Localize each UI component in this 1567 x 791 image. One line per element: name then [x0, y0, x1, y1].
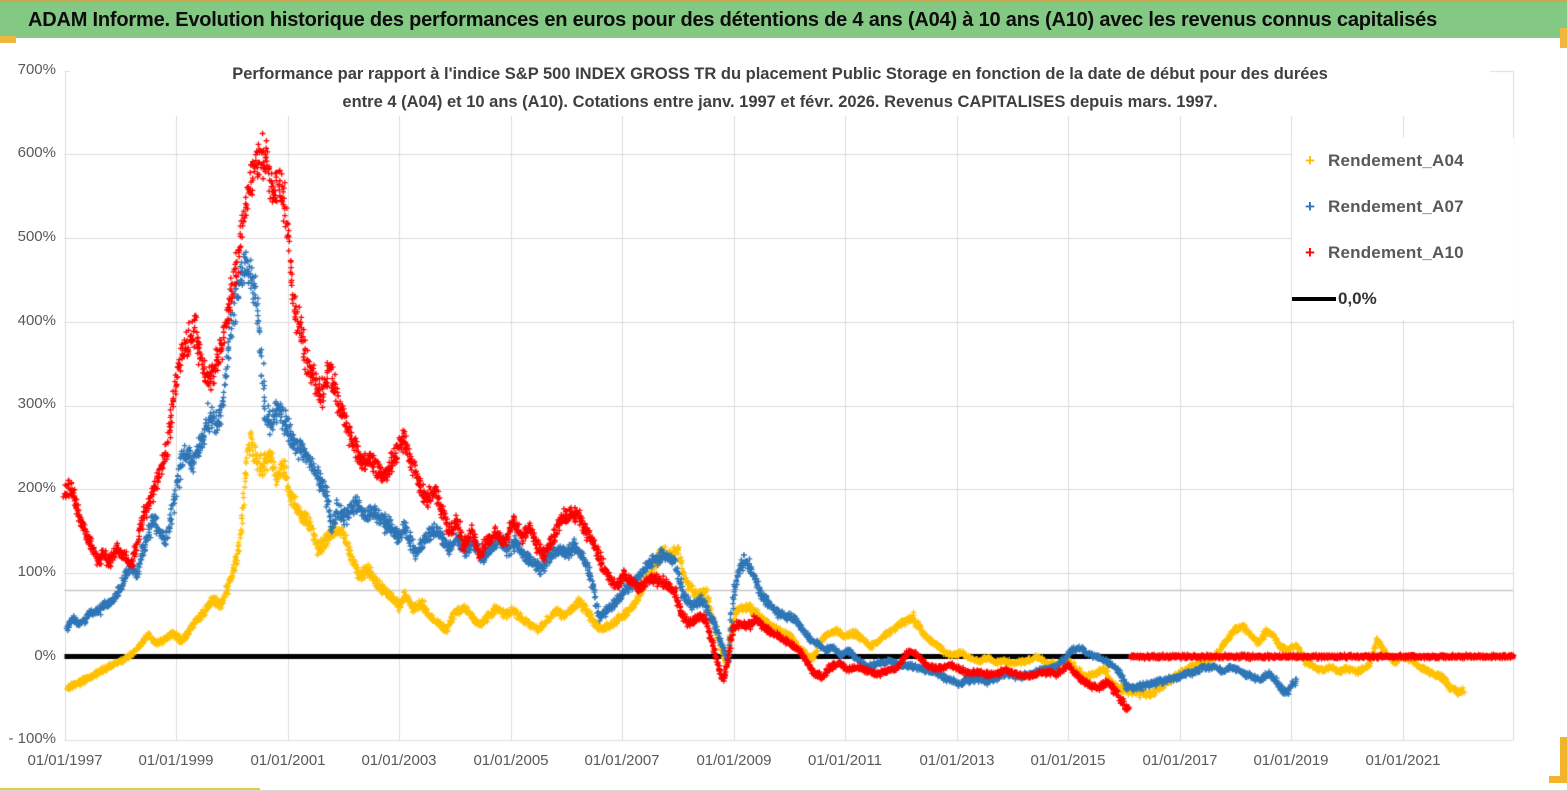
gold-accent-bottomright-v	[1560, 737, 1567, 783]
y-axis-tick-300: 300%	[17, 395, 56, 412]
gold-accent-topleft	[0, 36, 16, 43]
x-axis-tick-1999: 01/01/1999	[138, 752, 214, 769]
x-axis-tick-2013: 01/01/2013	[919, 752, 995, 769]
legend-label-a04: Rendement_A04	[1328, 151, 1464, 170]
zero-line-icon	[1292, 297, 1336, 301]
x-axis-tick-2001: 01/01/2001	[250, 752, 326, 769]
x-axis-tick-2011: 01/01/2011	[808, 752, 882, 769]
legend-item-zero-line: 0,0%	[1292, 286, 1377, 312]
x-axis-tick-2003: 01/01/2003	[361, 752, 437, 769]
y-axis-tick-200: 200%	[17, 479, 56, 496]
y-axis-tick-500: 500%	[17, 228, 56, 245]
gold-accent-bottomright-h	[1549, 776, 1567, 783]
x-axis-tick-2021: 01/01/2021	[1365, 752, 1441, 769]
x-axis-tick-2007: 01/01/2007	[584, 752, 660, 769]
plus-marker-icon: +	[1305, 197, 1315, 216]
x-axis-tick-2009: 01/01/2009	[696, 752, 772, 769]
y-axis-tick-neg100: - 100%	[8, 730, 56, 747]
gold-accent-topright	[1560, 28, 1567, 48]
x-axis-tick-2015: 01/01/2015	[1030, 752, 1106, 769]
y-axis-tick-0: 0%	[34, 647, 56, 664]
legend-item-a07: + Rendement_A07	[1292, 194, 1464, 220]
y-axis-tick-600: 600%	[17, 144, 56, 161]
plus-marker-icon: +	[1305, 243, 1315, 262]
header-title: ADAM Informe. Evolution historique des p…	[28, 8, 1437, 31]
chart-title-line1: Performance par rapport à l'indice S&P 5…	[232, 65, 1328, 83]
header-bar: ADAM Informe. Evolution historique des p…	[0, 2, 1567, 38]
legend: + Rendement_A04 + Rendement_A07 + Rendem…	[1292, 138, 1514, 320]
x-axis-tick-2019: 01/01/2019	[1253, 752, 1329, 769]
plus-marker-icon: +	[1305, 151, 1315, 170]
y-axis-tick-100: 100%	[17, 563, 56, 580]
legend-item-a10: + Rendement_A10	[1292, 240, 1464, 266]
x-axis-tick-1997: 01/01/1997	[27, 752, 103, 769]
legend-item-a04: + Rendement_A04	[1292, 148, 1464, 174]
x-axis-tick-2017: 01/01/2017	[1142, 752, 1218, 769]
top-accent-line	[0, 0, 1567, 2]
chart-title-line2: entre 4 (A04) et 10 ans (A10). Cotations…	[342, 93, 1218, 111]
legend-label-zero: 0,0%	[1338, 289, 1377, 308]
y-axis-tick-700: 700%	[17, 61, 56, 78]
legend-label-a07: Rendement_A07	[1328, 197, 1464, 216]
gold-accent-bottomleft	[0, 788, 260, 790]
x-axis-tick-2005: 01/01/2005	[473, 752, 549, 769]
legend-label-a10: Rendement_A10	[1328, 243, 1464, 262]
y-axis-tick-400: 400%	[17, 312, 56, 329]
chart-title: Performance par rapport à l'indice S&P 5…	[70, 60, 1490, 116]
